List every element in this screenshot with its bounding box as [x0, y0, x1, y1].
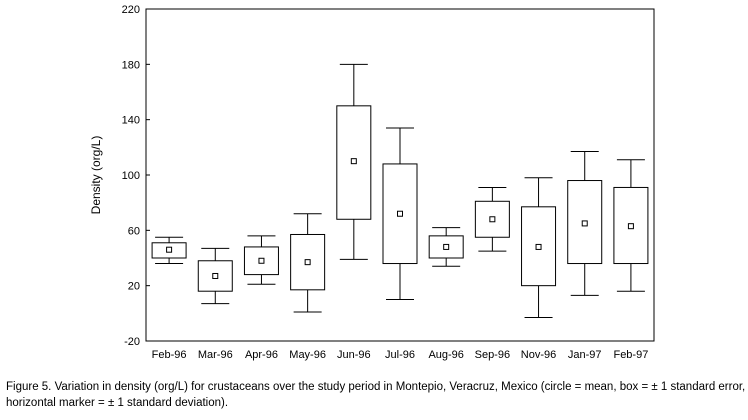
boxes [151, 63, 649, 318]
figure-caption: Figure 5. Variation in density (org/L) f… [6, 379, 746, 411]
x-tick-label: Jan-97 [568, 349, 602, 361]
x-tick-label: May-96 [289, 349, 326, 361]
mean-marker [397, 210, 403, 217]
y-tick-label: 20 [128, 281, 140, 293]
y-axis-label: Density (org/L) [89, 136, 103, 215]
x-axis: Feb-96 Mar-96 Apr-96 May-96 Jun-96 Jul-96 Aug-… [152, 349, 649, 361]
box-group [243, 235, 279, 285]
y-tick-label: 140 [122, 115, 140, 127]
mean-marker [489, 216, 496, 223]
mean-marker [443, 243, 450, 250]
mean-marker [535, 243, 542, 250]
box-group [151, 236, 187, 265]
y-tick-label: -20 [124, 336, 140, 348]
x-tick-label: Jul-96 [385, 349, 415, 361]
y-axis: -20 20 60 100 140 180 220 [122, 4, 150, 348]
mean-marker [258, 257, 265, 264]
box-group [428, 227, 464, 267]
box-group [613, 159, 649, 292]
mean-marker [581, 220, 588, 227]
box-group [474, 186, 510, 252]
caption-line-2: horizontal marker = ± 1 standard deviati… [6, 397, 229, 409]
mean-marker [166, 246, 173, 253]
mean-marker [627, 223, 634, 230]
box-group [290, 213, 326, 313]
box-group [567, 150, 603, 296]
caption-line-1: Figure 5. Variation in density (org/L) f… [6, 381, 746, 393]
y-tick-label: 220 [122, 4, 140, 16]
mean-marker [304, 259, 311, 266]
box-plot-chart: -20 20 60 100 140 180 220 Feb-96 Mar-96 Apr-96 Ma… [89, 4, 655, 361]
x-tick-label: Sep-96 [475, 349, 510, 361]
x-tick-label: Jun-96 [337, 349, 371, 361]
box-group [336, 63, 372, 260]
box-group [521, 177, 557, 318]
x-tick-label: Feb-96 [152, 349, 187, 361]
x-tick-label: Apr-96 [245, 349, 278, 361]
y-tick-label: 60 [128, 225, 140, 237]
box-group [197, 247, 233, 305]
x-tick-label: Mar-96 [198, 349, 233, 361]
x-tick-label: Aug-96 [428, 349, 463, 361]
mean-marker [350, 158, 357, 165]
se-box [382, 163, 418, 265]
x-tick-label: Feb-97 [613, 349, 648, 361]
y-tick-label: 180 [122, 59, 140, 71]
x-tick-label: Nov-96 [521, 349, 556, 361]
mean-marker [212, 272, 219, 279]
box-group [382, 127, 418, 300]
y-tick-label: 100 [122, 170, 140, 182]
